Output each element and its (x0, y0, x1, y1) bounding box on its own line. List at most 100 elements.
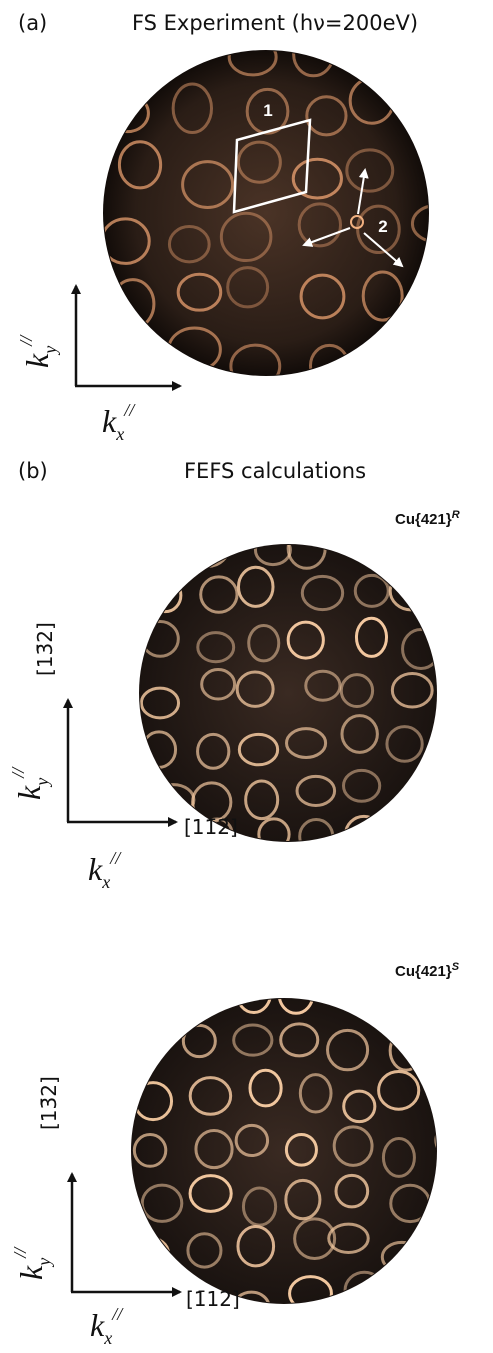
axis-label-base: k (11, 785, 47, 800)
axis-label-sup: // (123, 400, 136, 420)
panel-label: (a) (18, 11, 47, 35)
ring (445, 629, 476, 665)
axis-label: ky // (10, 1246, 54, 1280)
ring (136, 1025, 170, 1056)
direction-label: [13̄2] (37, 1076, 61, 1130)
figure: (a) FS Experiment (hν=200eV) 1 2 ky// kx… (0, 0, 493, 1353)
axis-label-sub: y (40, 346, 60, 356)
ring (431, 151, 481, 194)
axis-label: ky // (8, 766, 52, 800)
ring (450, 537, 487, 569)
axis-label-sub: y (34, 1258, 54, 1268)
ring (443, 1182, 483, 1215)
axis-label-sup: // (16, 334, 36, 347)
ring (143, 1283, 176, 1314)
marker-label: 2 (378, 217, 387, 236)
axis-label-base: k (19, 353, 55, 368)
axis-label-base: k (88, 851, 103, 887)
ring (437, 820, 471, 854)
axis-label-base: k (102, 403, 117, 439)
fermi-sphere (103, 50, 429, 376)
ring (394, 1282, 433, 1321)
axis-label-base: k (90, 1307, 105, 1343)
ring (446, 1336, 481, 1353)
panel-title: FS Experiment (hν=200eV) (132, 11, 418, 35)
ring (346, 816, 383, 852)
ring (472, 410, 493, 445)
ring (148, 1321, 183, 1353)
surface-name-sup: S (452, 961, 460, 973)
ring (143, 523, 176, 560)
ring (118, 339, 170, 383)
ring (349, 407, 393, 450)
surface-name: Cu{421}S (395, 961, 460, 980)
ring (291, 400, 336, 440)
axis-label-sub: x (115, 424, 124, 444)
ring (403, 822, 444, 858)
axis-label: kx // (102, 400, 136, 444)
ring (479, 1073, 493, 1109)
ring (440, 782, 478, 815)
axis-label-sub: x (101, 872, 110, 892)
ring (344, 974, 378, 1010)
ring (243, 1339, 274, 1353)
axis-label-sup: // (10, 1246, 30, 1259)
surface-name-sup: R (452, 509, 460, 521)
axis-label: kx // (88, 848, 122, 892)
marker-label: 1 (263, 101, 272, 120)
ring (173, 410, 213, 450)
ring (289, 1324, 326, 1353)
ring (483, 1323, 493, 1353)
ring (374, 342, 413, 387)
ring (475, 218, 493, 253)
ring (447, 570, 483, 600)
ring (249, 405, 287, 442)
ring (137, 984, 179, 1023)
direction-label: [11̄2̄] (184, 815, 238, 839)
ring (127, 1237, 168, 1270)
ring (416, 343, 458, 378)
ring (436, 1084, 474, 1113)
axis-label-sup: // (8, 766, 28, 779)
ring (188, 527, 229, 566)
ring (455, 679, 489, 716)
ring (434, 1233, 471, 1267)
axis-label-base: k (13, 1265, 49, 1280)
axis-label: ky // (16, 334, 60, 368)
panel-label: (b) (18, 459, 48, 483)
ring (414, 399, 455, 440)
ring (441, 1273, 472, 1311)
ring (471, 162, 493, 201)
direction-label: [13̄2] (33, 622, 57, 676)
surface-name-base: Cu{421} (395, 511, 452, 528)
ring (436, 1122, 473, 1158)
ring (433, 87, 477, 129)
direction-label: [1̄12] (186, 1287, 240, 1311)
ring (345, 521, 377, 560)
surface-name-base: Cu{421} (395, 963, 452, 980)
ring (486, 1275, 493, 1309)
ring (444, 985, 482, 1020)
ring (479, 1238, 493, 1269)
ring (180, 1330, 218, 1353)
ring (451, 724, 489, 761)
ring (483, 1187, 493, 1223)
ring (407, 781, 440, 812)
ring (403, 531, 436, 566)
ring (340, 1323, 379, 1353)
surface-name: Cu{421}R (395, 509, 460, 528)
axis-label-sub: x (103, 1328, 112, 1348)
axis-label-sub: y (32, 778, 52, 788)
axis-label-sup: // (109, 848, 122, 868)
ring (396, 980, 430, 1018)
ring (489, 1024, 493, 1061)
ring (141, 818, 171, 855)
axis-label: kx// (90, 1304, 124, 1348)
ring (436, 1033, 467, 1062)
ring (423, 41, 463, 82)
panel-title: FEFS calculations (184, 459, 366, 483)
ring (114, 32, 153, 70)
ring (485, 330, 493, 367)
ring (398, 1332, 429, 1353)
ring (183, 983, 217, 1021)
